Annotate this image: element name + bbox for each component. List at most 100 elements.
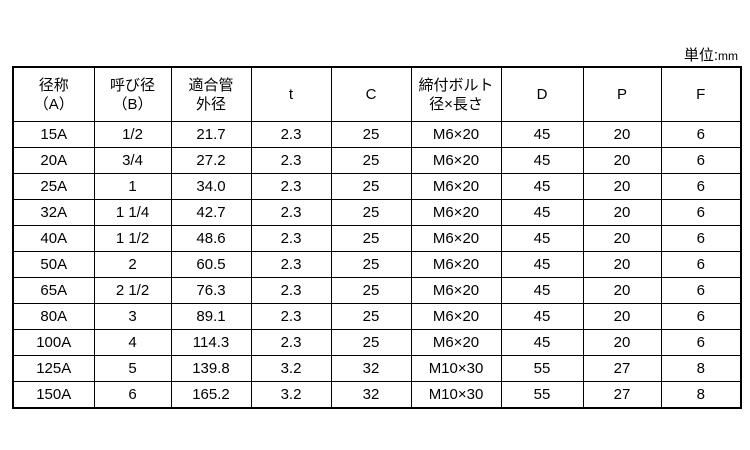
table-cell: M6×20 — [410, 173, 502, 200]
table-cell: 55 — [500, 381, 584, 409]
column-header-text: t — [288, 86, 294, 103]
table-cell: 45 — [500, 147, 584, 174]
table-cell: 2.3 — [250, 251, 332, 278]
table-cell: 48.6 — [170, 225, 252, 252]
table-cell: 114.3 — [170, 329, 252, 356]
table-cell: 50A — [12, 251, 95, 278]
table-cell: M6×20 — [410, 251, 502, 278]
table-cell: 150A — [12, 381, 95, 409]
table-cell: M6×20 — [410, 121, 502, 148]
column-header-text: 適合管 — [188, 76, 234, 94]
column-header-text: （A） — [33, 95, 74, 113]
table-cell: 76.3 — [170, 277, 252, 304]
table-cell: 45 — [500, 303, 584, 330]
column-header: D — [500, 66, 584, 122]
table-row: 80A 3 89.1 2.3 25 M6×20 45 20 6 — [12, 303, 742, 330]
table-cell: 8 — [660, 381, 742, 409]
column-header-text: P — [616, 86, 627, 103]
table-cell: 20 — [582, 199, 662, 226]
table-cell: 65A — [12, 277, 95, 304]
column-header: 締付ボルト 径×長さ — [410, 66, 502, 122]
table-cell: M6×20 — [410, 199, 502, 226]
table-cell: 165.2 — [170, 381, 252, 409]
table-cell: 2.3 — [250, 277, 332, 304]
table-cell: 2 1/2 — [93, 277, 172, 304]
column-header-text: C — [365, 86, 377, 103]
table-cell: 45 — [500, 277, 584, 304]
table-cell: 89.1 — [170, 303, 252, 330]
table-cell: 139.8 — [170, 355, 252, 382]
column-header: 適合管 外径 — [170, 66, 252, 122]
column-header: P — [582, 66, 662, 122]
table-cell: 20 — [582, 173, 662, 200]
column-header: t — [250, 66, 332, 122]
table-cell: 20 — [582, 251, 662, 278]
table-cell: 20 — [582, 329, 662, 356]
table-cell: 6 — [93, 381, 172, 409]
table-cell: 25 — [330, 277, 412, 304]
column-header: F — [660, 66, 742, 122]
table-row: 125A 5 139.8 3.2 32 M10×30 55 27 8 — [12, 355, 742, 382]
table-cell: 60.5 — [170, 251, 252, 278]
table-cell: 1/2 — [93, 121, 172, 148]
table-cell: 1 — [93, 173, 172, 200]
header-row: 径称 （A） 呼び径 （B） 適合管 外径 t C 締付ボルト 径×長さ D P F — [12, 66, 742, 122]
table-cell: 20 — [582, 121, 662, 148]
table-row: 150A 6 165.2 3.2 32 M10×30 55 27 8 — [12, 381, 742, 409]
table-row: 15A 1/2 21.7 2.3 25 M6×20 45 20 6 — [12, 121, 742, 148]
column-header-text: D — [536, 86, 548, 103]
table-cell: 20 — [582, 147, 662, 174]
table-cell: 42.7 — [170, 199, 252, 226]
table-cell: M6×20 — [410, 225, 502, 252]
spec-table: 径称 （A） 呼び径 （B） 適合管 外径 t C 締付ボルト 径×長さ D P F 15A 1/2 21.… — [12, 66, 742, 409]
table-cell: 20 — [582, 225, 662, 252]
unit-label-text: 単位: — [683, 47, 718, 64]
table-cell: 6 — [660, 199, 742, 226]
column-header: 径称 （A） — [12, 66, 95, 122]
table-cell: 3.2 — [250, 381, 332, 409]
table-cell: 55 — [500, 355, 584, 382]
unit-label: 単位:mm — [684, 44, 738, 65]
table-cell: 27 — [582, 355, 662, 382]
table-cell: 25 — [330, 199, 412, 226]
column-header-text: 締付ボルト — [418, 76, 494, 94]
table-cell: 20 — [582, 277, 662, 304]
table-row: 20A 3/4 27.2 2.3 25 M6×20 45 20 6 — [12, 147, 742, 174]
column-header-text: 径×長さ — [429, 95, 483, 113]
table-cell: 2.3 — [250, 329, 332, 356]
table-cell: 45 — [500, 199, 584, 226]
table-cell: 80A — [12, 303, 95, 330]
column-header-text: （B） — [112, 95, 153, 113]
table-cell: M6×20 — [410, 147, 502, 174]
table-cell: 45 — [500, 329, 584, 356]
table-cell: 2.3 — [250, 225, 332, 252]
table-cell: 5 — [93, 355, 172, 382]
table-cell: 25 — [330, 121, 412, 148]
table-cell: 3.2 — [250, 355, 332, 382]
table-cell: M6×20 — [410, 329, 502, 356]
column-header: C — [330, 66, 412, 122]
table-cell: 45 — [500, 251, 584, 278]
table-cell: 1 1/2 — [93, 225, 172, 252]
table-cell: 32A — [12, 199, 95, 226]
table-cell: 25 — [330, 329, 412, 356]
table-cell: 6 — [660, 277, 742, 304]
table-cell: 6 — [660, 329, 742, 356]
table-row: 32A 1 1/4 42.7 2.3 25 M6×20 45 20 6 — [12, 199, 742, 226]
table-cell: 21.7 — [170, 121, 252, 148]
table-cell: 8 — [660, 355, 742, 382]
table-row: 50A 2 60.5 2.3 25 M6×20 45 20 6 — [12, 251, 742, 278]
table-row: 100A 4 114.3 2.3 25 M6×20 45 20 6 — [12, 329, 742, 356]
table-cell: 2.3 — [250, 121, 332, 148]
table-cell: 25 — [330, 225, 412, 252]
table-cell: 6 — [660, 225, 742, 252]
table-cell: 27.2 — [170, 147, 252, 174]
table-cell: 2 — [93, 251, 172, 278]
table-cell: 45 — [500, 225, 584, 252]
table-cell: 32 — [330, 355, 412, 382]
table-cell: 3 — [93, 303, 172, 330]
table-cell: 25 — [330, 147, 412, 174]
table-cell: 32 — [330, 381, 412, 409]
table-cell: 1 1/4 — [93, 199, 172, 226]
table-cell: 6 — [660, 121, 742, 148]
